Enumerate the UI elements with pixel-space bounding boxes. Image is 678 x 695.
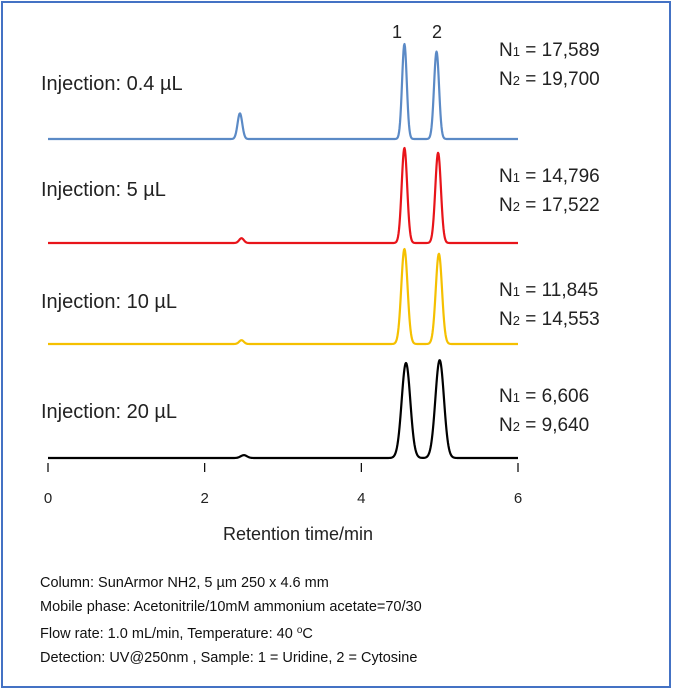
trace-label-2: Injection: 10 µL: [41, 291, 178, 313]
figure-frame: 0 2 4 6 Retention time/min 1 2 Injection: 0.…: [1, 1, 671, 688]
plate-count-block-3: N1 = 6,606 N2 = 9,640: [499, 383, 589, 441]
chromatogram-trace-2: [47, 247, 519, 346]
note-detection-sample: Detection: UV@250nm , Sample: 1 = Uridin…: [40, 650, 418, 666]
chromatogram-trace-1: [47, 146, 519, 245]
plate-count-block-1: N1 = 14,796 N2 = 17,522: [499, 163, 600, 221]
x-tick-label-0: 0: [44, 490, 52, 507]
plate-count-n2: N2 = 17,522: [499, 195, 600, 216]
x-tick-label-2: 2: [200, 490, 208, 507]
plate-count-n1: N1 = 17,589: [499, 40, 600, 61]
peak-label-2: 2: [432, 22, 443, 42]
trace-label-1: Injection: 5 µL: [41, 179, 166, 201]
experimental-conditions: Column: SunArmor NH2, 5 µm 250 x 4.6 mm …: [40, 571, 422, 670]
note-column: Column: SunArmor NH2, 5 µm 250 x 4.6 mm: [40, 575, 329, 591]
x-tick-label-4: 4: [357, 490, 365, 507]
plate-count-n1: N1 = 11,845: [499, 280, 599, 301]
peak-label-1: 1: [392, 22, 403, 42]
note-flow-temperature: Flow rate: 1.0 mL/min, Temperature: 40 o…: [40, 625, 313, 642]
note-mobile-phase: Mobile phase: Acetonitrile/10mM ammonium…: [40, 599, 422, 615]
plate-count-n2: N2 = 9,640: [499, 415, 590, 436]
plate-count-n2: N2 = 19,700: [499, 69, 600, 90]
plate-count-n2: N2 = 14,553: [499, 309, 600, 330]
chromatogram-trace-0: [47, 42, 519, 141]
x-tick-label-6: 6: [514, 490, 522, 507]
chromatogram-chart: 0 2 4 6 Retention time/min: [44, 42, 522, 544]
plate-count-n1: N1 = 6,606: [499, 386, 590, 407]
trace-label-0: Injection: 0.4 µL: [41, 73, 183, 95]
x-axis-label: Retention time/min: [223, 524, 373, 544]
degree-symbol: o: [296, 625, 303, 636]
chromatogram-trace-3: [47, 359, 519, 460]
plate-count-block-0: N1 = 17,589 N2 = 19,700: [499, 37, 600, 95]
trace-label-3: Injection: 20 µL: [41, 401, 178, 423]
plate-count-n1: N1 = 14,796: [499, 166, 600, 187]
plate-count-block-2: N1 = 11,845 N2 = 14,553: [499, 277, 600, 335]
